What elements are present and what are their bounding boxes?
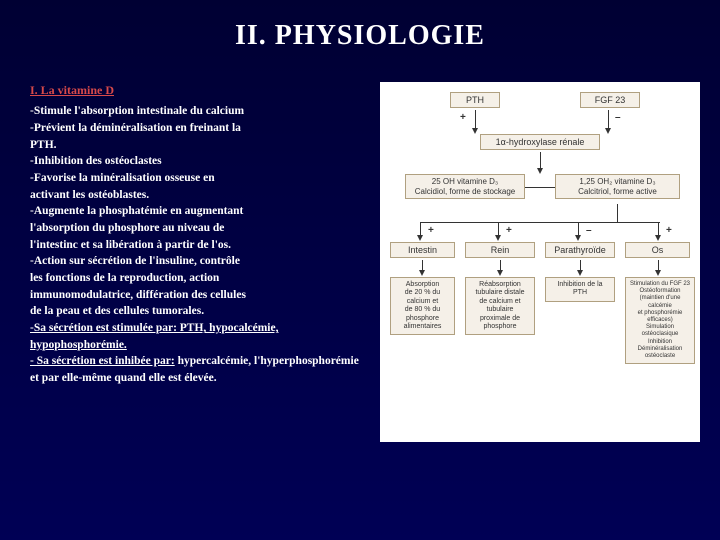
desc-line: de 20 % du (394, 289, 451, 297)
desc-line: et phosphorémie efficaces) (629, 310, 691, 324)
desc-line: Inhibition de la (549, 281, 611, 289)
bullet: -Inhibition des ostéoclastes (30, 153, 370, 170)
diagram-desc-intestin: Absorption de 20 % du calcium et de 80 %… (390, 277, 455, 335)
diagram-box-pth: PTH (450, 92, 500, 108)
text-column: I. La vitamine D -Stimule l'absorption i… (30, 82, 370, 442)
slide: II. PHYSIOLOGIE I. La vitamine D -Stimul… (0, 0, 720, 540)
arrow-down-icon (577, 270, 583, 276)
diagram-sign: – (615, 112, 621, 123)
bullet: -Stimule l'absorption intestinale du cal… (30, 103, 370, 120)
arrow-down-icon (655, 235, 661, 241)
arrow-down-icon (655, 270, 661, 276)
diagram-column: PTH FGF 23 + – 1α-hydroxylase rénale 25 … (380, 82, 700, 442)
diagram-sublabel: Calcidiol, forme de stockage (411, 187, 519, 197)
diagram-box-calcidiol: 25 OH vitamine D₃ Calcidiol, forme de st… (405, 174, 525, 199)
diagram-target-rein: Rein (465, 242, 535, 258)
diagram-label: 1,25 OH₂ vitamine D₃ (561, 177, 674, 187)
desc-line: Réabsorption (469, 281, 531, 289)
arrow-down-icon (419, 270, 425, 276)
diagram-box-fgf23: FGF 23 (580, 92, 640, 108)
arrow-down-icon (605, 128, 611, 134)
diagram-box-hydroxylase: 1α-hydroxylase rénale (480, 134, 600, 150)
diagram-sign: + (506, 225, 512, 236)
desc-line: Ostéoformation (629, 288, 691, 295)
desc-line: de calcium et (469, 298, 531, 306)
arrow-down-icon (417, 235, 423, 241)
desc-line: phosphore (469, 323, 531, 331)
diagram-line (525, 187, 555, 188)
desc-line: Déminéralisation (629, 346, 691, 353)
bullet: -Augmente la phosphatémie en augmentant (30, 203, 370, 220)
desc-line: phosphore (394, 315, 451, 323)
desc-line: tubulaire (469, 306, 531, 314)
bullet: de la peau et des cellules tumorales. (30, 303, 370, 320)
arrow-down-icon (472, 128, 478, 134)
desc-line: PTH (549, 289, 611, 297)
desc-line: (maintien d'une calcémie (629, 295, 691, 309)
inhibited-by-label: - Sa sécrétion est inhibée par: (30, 355, 175, 367)
bullet: -Favorise la minéralisation osseuse en (30, 170, 370, 187)
bullet: l'intestinc et sa libération à partir de… (30, 237, 370, 254)
diagram-line (420, 222, 660, 223)
page-title: II. PHYSIOLOGIE (30, 20, 690, 52)
diagram-sign: + (460, 112, 466, 123)
diagram-target-parathyroide: Parathyroïde (545, 242, 615, 258)
desc-line: Inhibition (629, 339, 691, 346)
physiology-diagram: PTH FGF 23 + – 1α-hydroxylase rénale 25 … (380, 82, 700, 442)
desc-line: proximale de (469, 315, 531, 323)
diagram-sign: + (428, 225, 434, 236)
diagram-target-intestin: Intestin (390, 242, 455, 258)
desc-line: alimentaires (394, 323, 451, 331)
stimulated-by: -Sa sécrétion est stimulée par: PTH, hyp… (30, 320, 370, 353)
bullet: PTH. (30, 137, 370, 154)
diagram-label: 25 OH vitamine D₃ (411, 177, 519, 187)
diagram-desc-os: Stimulation du FGF 23 Ostéoformation (ma… (625, 277, 695, 364)
desc-line: ostéoclaste (629, 353, 691, 360)
diagram-target-os: Os (625, 242, 690, 258)
arrow-down-icon (537, 168, 543, 174)
bullet: les fonctions de la reproduction, action (30, 270, 370, 287)
diagram-desc-rein: Réabsorption tubulaire distale de calciu… (465, 277, 535, 335)
subtitle: I. La vitamine D (30, 82, 370, 99)
content-row: I. La vitamine D -Stimule l'absorption i… (30, 82, 690, 442)
desc-line: de 80 % du (394, 306, 451, 314)
desc-line: calcium et (394, 298, 451, 306)
diagram-line (617, 204, 618, 222)
diagram-line (475, 110, 476, 130)
arrow-down-icon (497, 270, 503, 276)
bullet: -Prévient la déminéralisation en freinan… (30, 120, 370, 137)
diagram-desc-parathyroide: Inhibition de la PTH (545, 277, 615, 302)
arrow-down-icon (575, 235, 581, 241)
desc-line: Stimulation du FGF 23 (629, 281, 691, 288)
bullet: immunomodulatrice, différation des cellu… (30, 287, 370, 304)
desc-line: Simulation ostéoclasique (629, 324, 691, 338)
bullet: -Action sur sécrétion de l'insuline, con… (30, 253, 370, 270)
diagram-sublabel: Calcitriol, forme active (561, 187, 674, 197)
diagram-sign: – (586, 225, 592, 236)
bullet: activant les ostéoblastes. (30, 187, 370, 204)
diagram-line (608, 110, 609, 130)
diagram-sign: + (666, 225, 672, 236)
diagram-box-calcitriol: 1,25 OH₂ vitamine D₃ Calcitriol, forme a… (555, 174, 680, 199)
bullet: l'absorption du phosphore au niveau de (30, 220, 370, 237)
desc-line: tubulaire distale (469, 289, 531, 297)
desc-line: Absorption (394, 281, 451, 289)
arrow-down-icon (495, 235, 501, 241)
